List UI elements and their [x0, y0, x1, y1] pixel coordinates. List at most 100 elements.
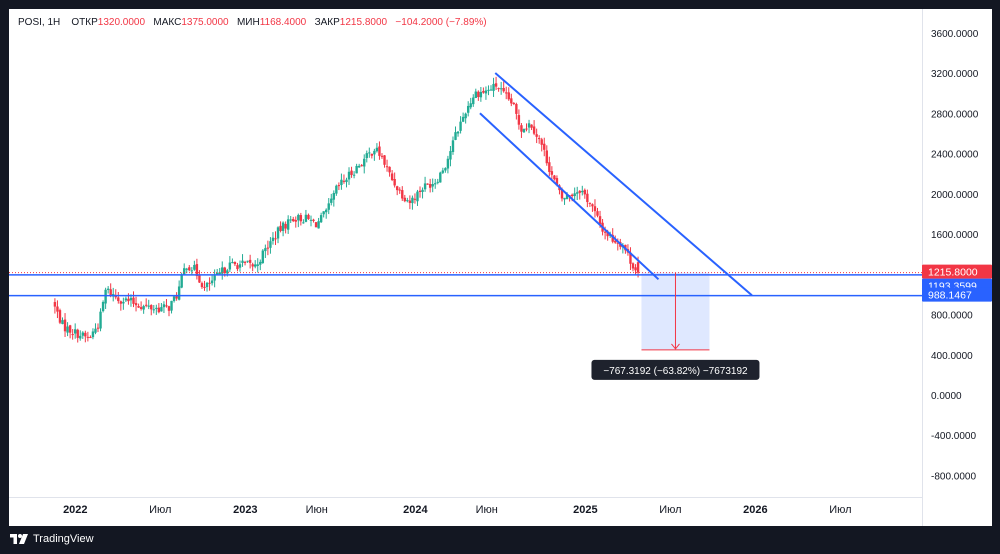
candle-body[interactable]: [104, 289, 107, 304]
candle-body[interactable]: [61, 320, 64, 325]
candle-body[interactable]: [322, 211, 325, 215]
candle-body[interactable]: [553, 175, 556, 180]
candle-body[interactable]: [205, 282, 209, 288]
candle-body[interactable]: [91, 331, 95, 338]
candle-body[interactable]: [583, 189, 587, 195]
candle-body[interactable]: [150, 305, 153, 310]
candle-body[interactable]: [576, 192, 579, 194]
candle-body[interactable]: [297, 214, 300, 221]
candle-body[interactable]: [375, 147, 379, 152]
candle-body[interactable]: [337, 185, 341, 187]
candle-body[interactable]: [548, 162, 551, 172]
candle-body[interactable]: [210, 280, 214, 284]
candle-body[interactable]: [134, 303, 138, 306]
candle-body[interactable]: [175, 296, 178, 299]
footer-brand[interactable]: TradingView: [10, 530, 94, 548]
candle-body[interactable]: [565, 194, 569, 200]
candle-body[interactable]: [494, 83, 498, 87]
candle-body[interactable]: [543, 143, 546, 150]
candle-body[interactable]: [68, 325, 72, 333]
candle-body[interactable]: [223, 267, 226, 274]
candle-body[interactable]: [507, 92, 510, 100]
candle-body[interactable]: [408, 200, 412, 203]
candle-body[interactable]: [446, 158, 450, 169]
candle-body[interactable]: [157, 307, 161, 313]
candle-body[interactable]: [395, 186, 399, 191]
candle-body[interactable]: [479, 91, 483, 98]
candle-body[interactable]: [555, 178, 559, 186]
candle-body[interactable]: [215, 272, 219, 275]
candle-body[interactable]: [56, 306, 59, 312]
candle-body[interactable]: [588, 202, 592, 204]
candle-body[interactable]: [606, 231, 609, 237]
candle-body[interactable]: [248, 259, 252, 263]
candle-body[interactable]: [76, 329, 79, 338]
candle-body[interactable]: [86, 336, 90, 338]
candle-body[interactable]: [66, 326, 69, 333]
candle-body[interactable]: [459, 121, 462, 131]
candle-body[interactable]: [190, 270, 194, 272]
candle-body[interactable]: [203, 286, 206, 288]
candle-body[interactable]: [228, 262, 232, 270]
candle-body[interactable]: [309, 219, 313, 221]
candle-body[interactable]: [155, 307, 158, 309]
candle-body[interactable]: [96, 327, 100, 329]
candle-body[interactable]: [499, 88, 503, 90]
candle-body[interactable]: [81, 332, 84, 336]
candle-body[interactable]: [289, 219, 292, 221]
candle-body[interactable]: [330, 198, 333, 203]
candle-body[interactable]: [461, 116, 465, 122]
candle-body[interactable]: [147, 305, 150, 307]
candle-body[interactable]: [532, 126, 536, 134]
candle-body[interactable]: [423, 183, 427, 190]
candle-body[interactable]: [79, 335, 82, 339]
candle-body[interactable]: [335, 185, 338, 194]
candle-body[interactable]: [489, 89, 493, 91]
candle-body[interactable]: [352, 174, 356, 176]
candle-body[interactable]: [365, 153, 368, 159]
candle-body[interactable]: [165, 305, 168, 307]
candle-body[interactable]: [492, 83, 495, 91]
candle-body[interactable]: [512, 103, 516, 105]
candle-body[interactable]: [393, 178, 396, 186]
candle-body[interactable]: [484, 90, 488, 94]
candle-body[interactable]: [109, 289, 112, 296]
candle-body[interactable]: [226, 270, 229, 274]
price-level-label-box[interactable]: [922, 287, 992, 302]
candle-body[interactable]: [472, 97, 475, 105]
candle-body[interactable]: [292, 218, 295, 222]
candle-body[interactable]: [631, 263, 635, 269]
candle-body[interactable]: [535, 134, 538, 137]
candle-body[interactable]: [259, 261, 262, 265]
legend-symbol[interactable]: POSI, 1Н: [18, 17, 61, 28]
candle-body[interactable]: [466, 105, 470, 113]
candle-body[interactable]: [200, 283, 204, 288]
candle-body[interactable]: [342, 180, 346, 182]
candle-body[interactable]: [177, 286, 181, 300]
candle-body[interactable]: [269, 241, 272, 248]
candle-body[interactable]: [84, 332, 87, 337]
candle-body[interactable]: [370, 153, 374, 156]
candle-body[interactable]: [510, 98, 513, 104]
candle-body[interactable]: [142, 306, 145, 310]
candle-body[interactable]: [137, 306, 140, 308]
candle-body[interactable]: [71, 334, 74, 336]
candle-body[interactable]: [327, 203, 330, 210]
candle-body[interactable]: [522, 129, 526, 133]
candle-body[interactable]: [129, 297, 133, 301]
candle-body[interactable]: [319, 215, 323, 223]
candle-body[interactable]: [284, 223, 287, 229]
candle-body[interactable]: [411, 197, 414, 204]
candle-body[interactable]: [428, 184, 432, 188]
candle-body[interactable]: [122, 301, 125, 304]
candle-body[interactable]: [236, 265, 239, 270]
candle-body[interactable]: [299, 215, 303, 222]
candle-body[interactable]: [418, 190, 422, 193]
candle-body[interactable]: [634, 267, 637, 271]
candle-body[interactable]: [286, 219, 290, 230]
candle-body[interactable]: [185, 268, 188, 270]
channel-upper-line[interactable]: [494, 72, 753, 297]
time-scale[interactable]: [9, 497, 922, 526]
candle-body[interactable]: [598, 216, 602, 224]
candle-body[interactable]: [188, 267, 191, 271]
